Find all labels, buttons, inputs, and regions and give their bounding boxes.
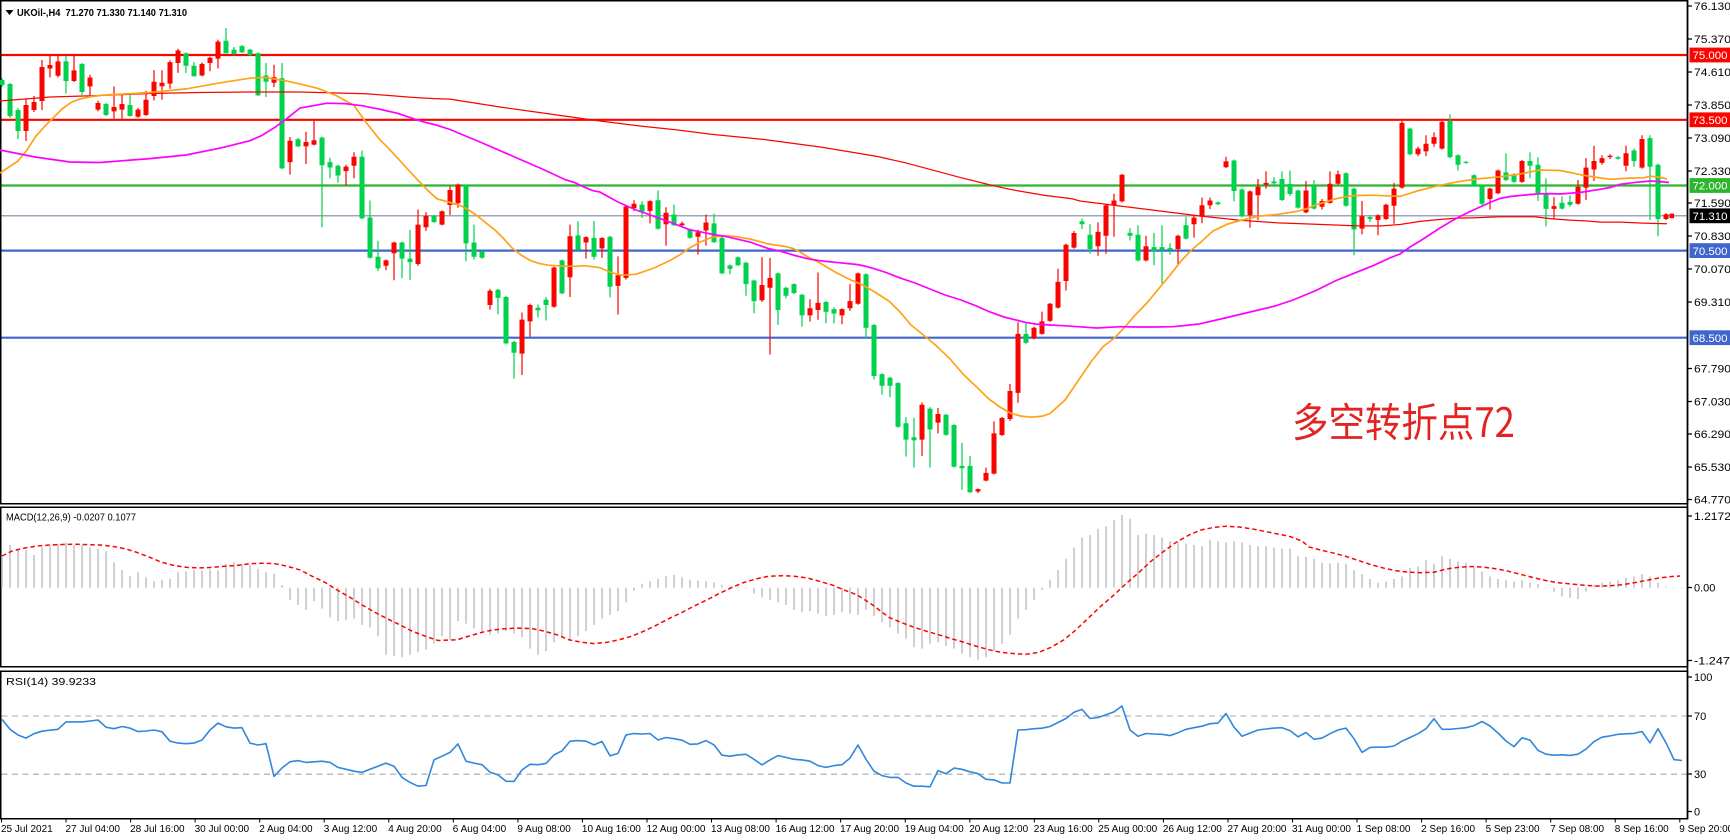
svg-text:70.070: 70.070 <box>1694 264 1730 276</box>
svg-text:70.500: 70.500 <box>1693 246 1728 258</box>
svg-text:65.530: 65.530 <box>1694 462 1730 474</box>
svg-text:16 Aug 12:00: 16 Aug 12:00 <box>776 824 835 835</box>
svg-text:13 Aug 08:00: 13 Aug 08:00 <box>711 824 770 835</box>
svg-text:72.000: 72.000 <box>1693 181 1728 193</box>
svg-text:75.370: 75.370 <box>1694 34 1730 46</box>
svg-text:6 Aug 04:00: 6 Aug 04:00 <box>453 824 507 835</box>
svg-text:25 Aug 00:00: 25 Aug 00:00 <box>1098 824 1157 835</box>
svg-text:4 Aug 20:00: 4 Aug 20:00 <box>388 824 442 835</box>
svg-text:27 Jul 04:00: 27 Jul 04:00 <box>66 824 121 835</box>
svg-text:7 Sep 08:00: 7 Sep 08:00 <box>1550 824 1604 835</box>
svg-text:MACD(12,26,9) -0.0207 0.1077: MACD(12,26,9) -0.0207 0.1077 <box>6 512 136 524</box>
svg-text:73.500: 73.500 <box>1693 115 1728 127</box>
svg-text:73.090: 73.090 <box>1694 133 1730 145</box>
svg-text:1 Sep 08:00: 1 Sep 08:00 <box>1357 824 1411 835</box>
svg-text:27 Aug 20:00: 27 Aug 20:00 <box>1228 824 1287 835</box>
svg-text:20 Aug 12:00: 20 Aug 12:00 <box>969 824 1028 835</box>
svg-text:100: 100 <box>1694 672 1712 684</box>
svg-text:69.310: 69.310 <box>1694 297 1730 309</box>
svg-text:19 Aug 04:00: 19 Aug 04:00 <box>905 824 964 835</box>
svg-text:26 Aug 12:00: 26 Aug 12:00 <box>1163 824 1222 835</box>
svg-text:73.850: 73.850 <box>1694 100 1730 112</box>
svg-text:RSI(14) 39.9233: RSI(14) 39.9233 <box>6 676 96 688</box>
svg-text:0.00: 0.00 <box>1694 583 1715 595</box>
svg-text:28 Jul 16:00: 28 Jul 16:00 <box>130 824 185 835</box>
svg-text:68.500: 68.500 <box>1693 333 1728 345</box>
svg-text:74.610: 74.610 <box>1694 67 1730 79</box>
svg-text:2 Sep 16:00: 2 Sep 16:00 <box>1421 824 1475 835</box>
svg-text:75.000: 75.000 <box>1693 50 1728 62</box>
svg-text:64.770: 64.770 <box>1694 495 1730 507</box>
svg-text:0: 0 <box>1694 807 1700 819</box>
svg-text:3 Aug 12:00: 3 Aug 12:00 <box>324 824 378 835</box>
svg-text:70: 70 <box>1694 711 1706 723</box>
svg-text:9 Aug 08:00: 9 Aug 08:00 <box>517 824 571 835</box>
svg-text:25 Jul 2021: 25 Jul 2021 <box>1 824 53 835</box>
svg-text:-1.2479: -1.2479 <box>1694 656 1730 668</box>
svg-text:9 Sep 20:00: 9 Sep 20:00 <box>1679 824 1730 835</box>
svg-text:67.790: 67.790 <box>1694 364 1730 376</box>
svg-text:72.330: 72.330 <box>1694 166 1730 178</box>
svg-text:71.590: 71.590 <box>1694 198 1730 210</box>
svg-text:31 Aug 00:00: 31 Aug 00:00 <box>1292 824 1351 835</box>
svg-text:67.030: 67.030 <box>1694 397 1730 409</box>
svg-text:8 Sep 16:00: 8 Sep 16:00 <box>1615 824 1669 835</box>
svg-text:5 Sep 23:00: 5 Sep 23:00 <box>1486 824 1540 835</box>
svg-text:30 Jul 00:00: 30 Jul 00:00 <box>195 824 250 835</box>
svg-text:71.310: 71.310 <box>1693 211 1728 223</box>
svg-text:66.290: 66.290 <box>1694 429 1730 441</box>
svg-text:30: 30 <box>1694 769 1706 781</box>
svg-text:1.2172: 1.2172 <box>1694 511 1730 523</box>
svg-text:76.130: 76.130 <box>1694 1 1730 13</box>
svg-text:10 Aug 16:00: 10 Aug 16:00 <box>582 824 641 835</box>
svg-text:70.830: 70.830 <box>1694 231 1730 243</box>
svg-text:UKOil-,H4 71.270 71.330 71.14: UKOil-,H4 71.270 71.330 71.140 71.310 <box>17 7 187 19</box>
svg-text:23 Aug 16:00: 23 Aug 16:00 <box>1034 824 1093 835</box>
svg-text:12 Aug 00:00: 12 Aug 00:00 <box>647 824 706 835</box>
svg-text:17 Aug 20:00: 17 Aug 20:00 <box>840 824 899 835</box>
svg-text:2 Aug 04:00: 2 Aug 04:00 <box>259 824 313 835</box>
